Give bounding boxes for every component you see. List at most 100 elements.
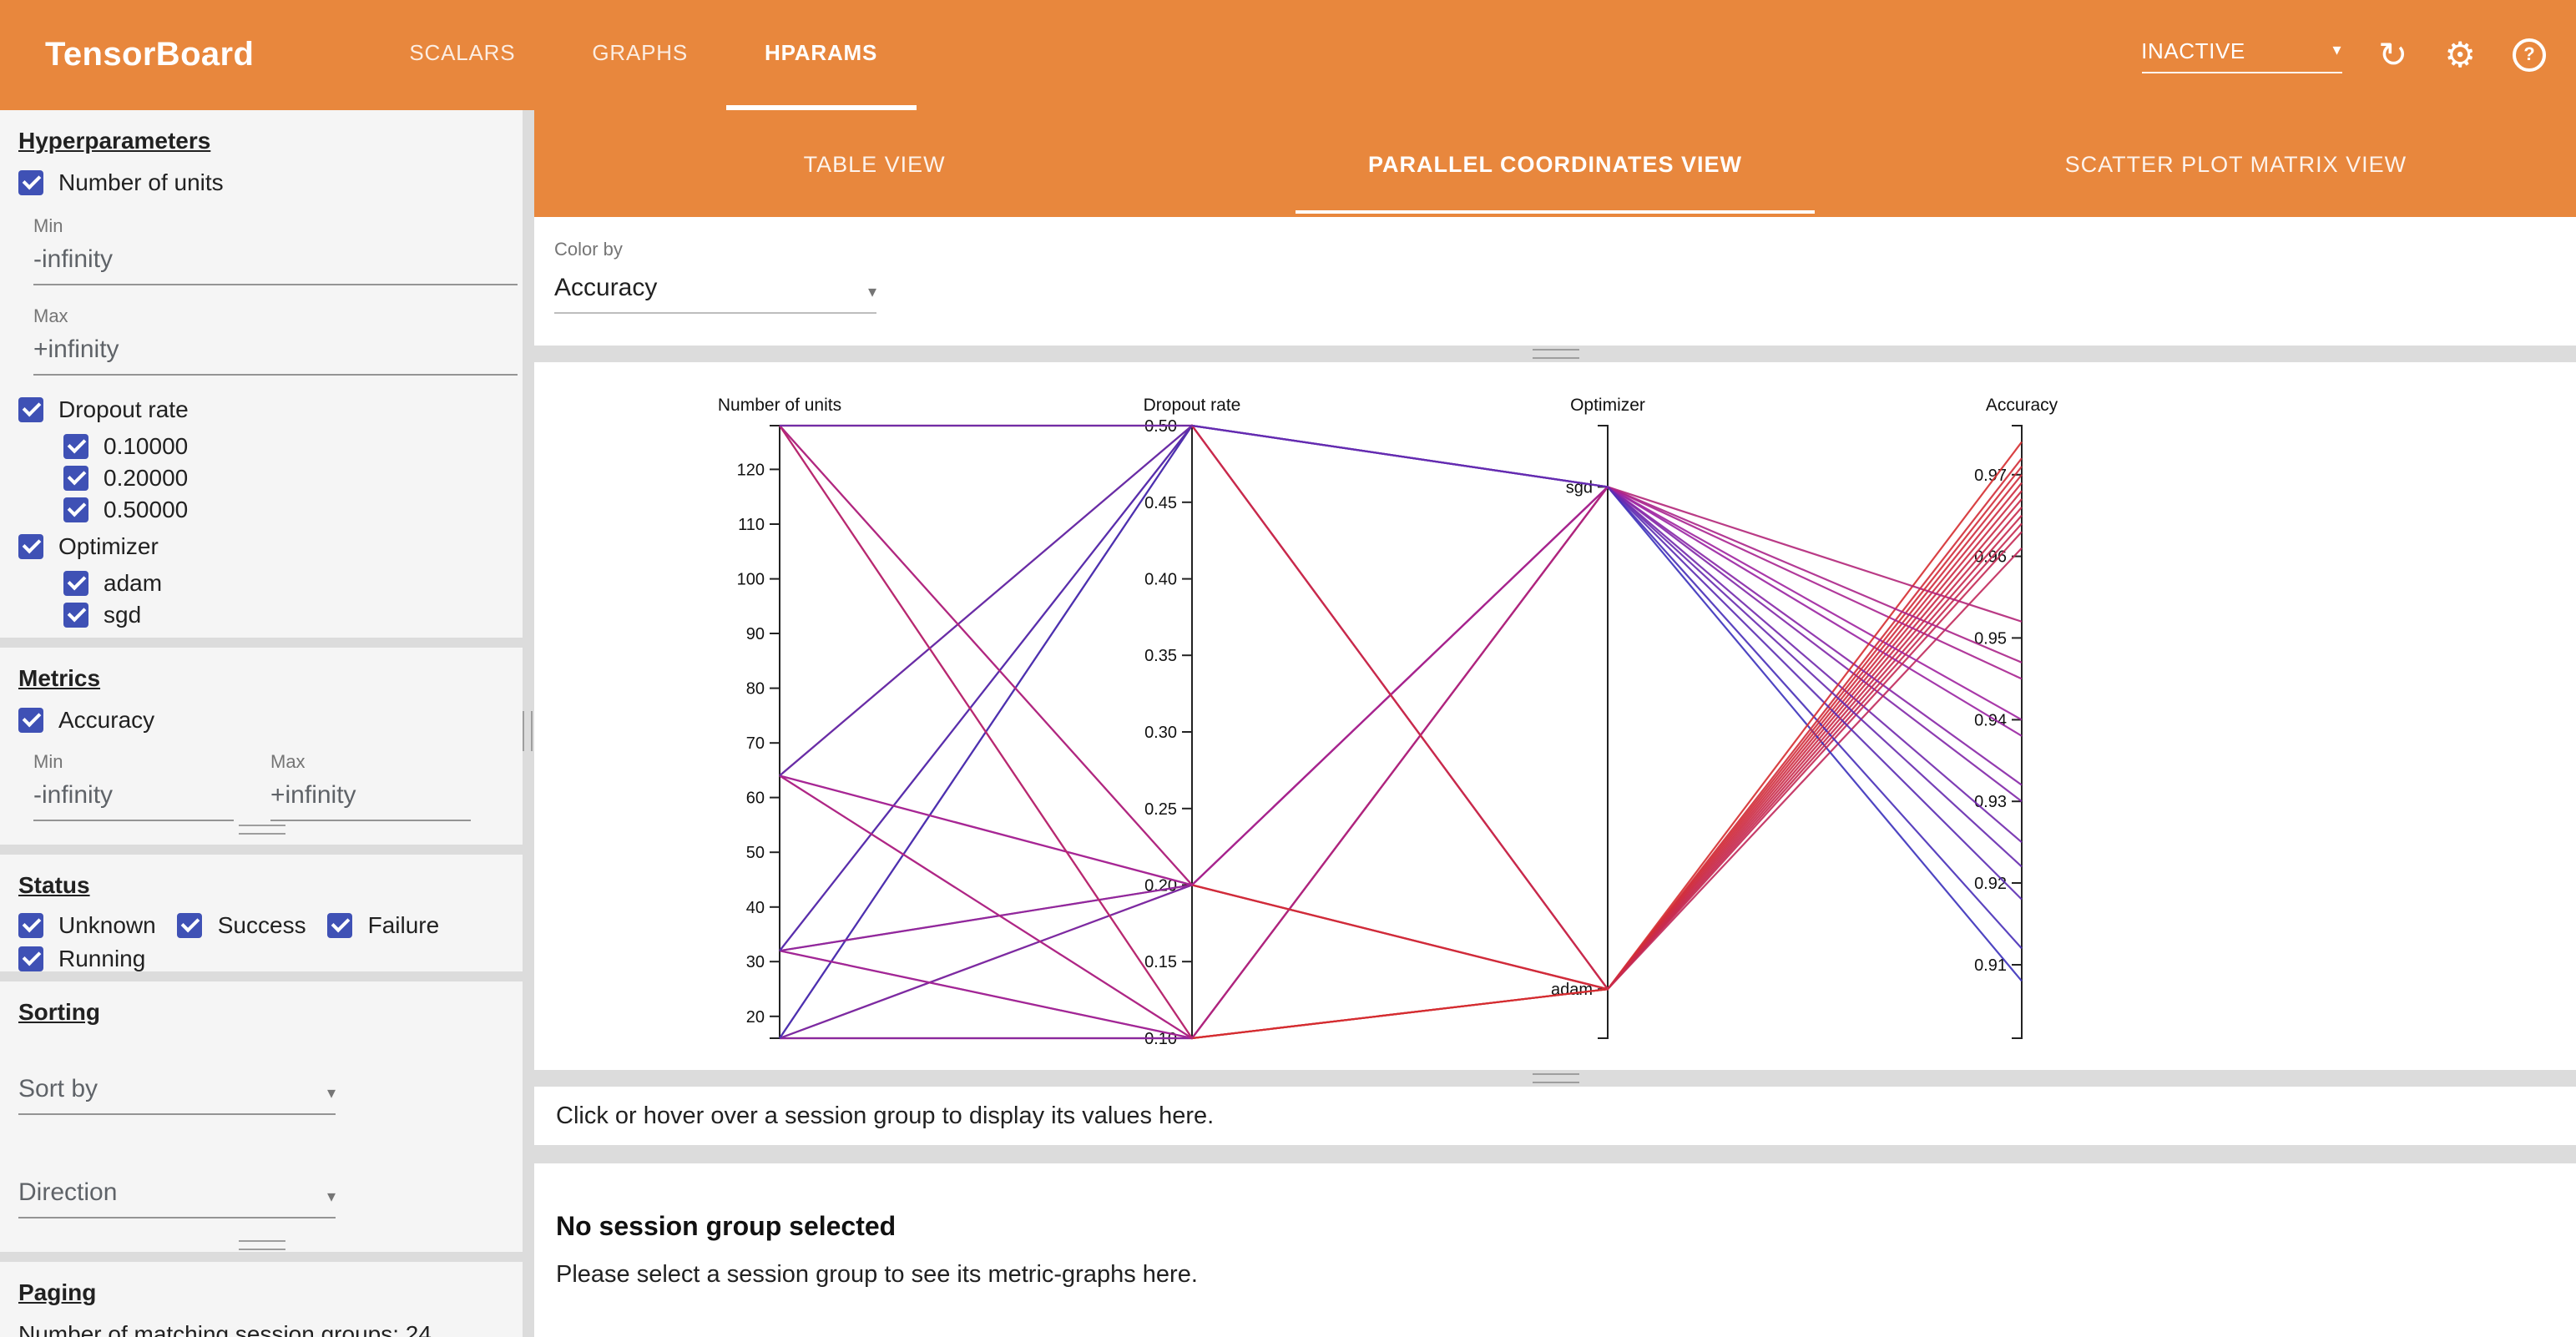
checkbox-label: 0.50000 [104,496,189,522]
main-content: TABLE VIEW PARALLEL COORDINATES VIEW SCA… [534,110,2576,1337]
hyperparameters-heading: Hyperparameters [18,127,211,154]
svg-text:Accuracy: Accuracy [1986,396,2058,415]
svg-text:0.93: 0.93 [1974,793,2007,811]
checkbox-icon [177,912,203,937]
section-divider [534,346,2576,362]
svg-text:70: 70 [746,734,765,753]
svg-text:Dropout rate: Dropout rate [1144,396,1241,415]
units-max-input[interactable]: +infinity [33,327,518,376]
tab-scalars[interactable]: SCALARS [409,40,516,65]
parallel-coordinates-plot[interactable]: Number of units 120 110 100 90 80 70 60 50 40 30 20… [534,362,2576,1070]
chevron-down-icon: ▾ [2332,41,2342,59]
checkbox-dropout-rate[interactable]: Dropout rate [18,396,504,422]
checkbox-label: Failure [367,911,440,938]
checkbox-dropout-050[interactable]: 0.50000 [63,496,504,522]
status-heading: Status [18,871,90,898]
checkbox-label: Unknown [58,911,156,938]
metrics-min-label: Min [33,753,63,773]
checkbox-icon [18,707,43,732]
checkbox-label: Accuracy [58,706,155,733]
colorby-dropdown[interactable]: Accuracy ▾ [554,260,876,314]
svg-text:80: 80 [746,680,765,699]
checkbox-dropout-010[interactable]: 0.10000 [63,432,504,459]
checkbox-icon [63,602,88,627]
checkbox-label: Optimizer [58,532,159,559]
sidebar-resize-handle[interactable] [523,711,533,751]
units-max-label: Max [33,307,68,327]
checkbox-status-success[interactable]: Success [177,911,306,938]
checkbox-number-of-units[interactable]: Number of units [18,169,504,195]
checkbox-label: 0.20000 [104,464,189,491]
svg-text:0.35: 0.35 [1144,647,1177,665]
checkbox-optimizer-adam[interactable]: adam [63,569,504,596]
svg-text:110: 110 [738,516,765,534]
header-tabs: SCALARS GRAPHS HPARAMS [371,0,917,110]
tab-hparams[interactable]: HPARAMS [726,0,917,110]
sidebar: Hyperparameters Number of units Min -inf… [0,110,523,1337]
tab-graphs[interactable]: GRAPHS [592,40,688,65]
refresh-icon[interactable]: ↻ [2378,36,2408,74]
checkbox-icon [18,912,43,937]
checkbox-status-unknown[interactable]: Unknown [18,911,156,938]
svg-text:0.92: 0.92 [1974,875,2007,893]
metrics-section: Metrics Accuracy Min -infinity Max +infi… [0,648,523,845]
checkbox-icon [18,946,43,971]
checkbox-dropout-020[interactable]: 0.20000 [63,464,504,491]
sort-by-value: Sort by [18,1075,98,1103]
svg-text:0.95: 0.95 [1974,629,2007,648]
svg-text:0.40: 0.40 [1144,571,1177,589]
direction-dropdown[interactable]: Direction ▾ [18,1178,336,1218]
svg-text:100: 100 [737,571,765,589]
svg-text:0.25: 0.25 [1144,800,1177,819]
checkbox-icon [63,570,88,595]
colorby-label: Color by [554,240,623,260]
section-divider [534,1070,2576,1087]
svg-text:Optimizer: Optimizer [1570,396,1645,415]
units-min-input[interactable]: -infinity [33,237,518,285]
chevron-down-icon: ▾ [867,284,876,302]
reload-status-value: INACTIVE [2141,38,2245,63]
checkbox-icon [63,497,88,522]
checkbox-accuracy[interactable]: Accuracy [18,706,504,733]
checkbox-label: Dropout rate [58,396,189,422]
checkbox-icon [18,169,43,194]
help-icon[interactable]: ? [2513,38,2546,72]
paging-section: Paging Number of matching session groups… [0,1262,523,1337]
checkbox-label: Running [58,945,146,971]
checkbox-optimizer-sgd[interactable]: sgd [63,601,504,628]
hover-message: Click or hover over a session group to d… [556,1102,1215,1129]
svg-text:0.91: 0.91 [1974,956,2007,975]
checkbox-icon [18,533,43,558]
svg-text:60: 60 [746,790,765,808]
tab-scatter-plot-matrix-view[interactable]: SCATTER PLOT MATRIX VIEW [2064,151,2407,176]
tab-parallel-coordinates-view[interactable]: PARALLEL COORDINATES VIEW [1215,110,1895,217]
metrics-max-label: Max [270,753,306,773]
checkbox-optimizer[interactable]: Optimizer [18,532,504,559]
checkbox-label: Success [217,911,306,938]
svg-text:0.97: 0.97 [1974,467,2007,485]
metrics-max-input[interactable]: +infinity [270,773,471,821]
sorting-heading: Sorting [18,998,100,1025]
plot-resize-handle[interactable] [1532,1073,1578,1083]
colorby-section: Color by Accuracy ▾ [534,217,2576,346]
svg-text:40: 40 [746,899,765,917]
sort-by-dropdown[interactable]: Sort by ▾ [18,1075,336,1115]
svg-text:0.30: 0.30 [1144,724,1177,742]
tab-table-view[interactable]: TABLE VIEW [803,151,946,176]
status-section: Status Unknown Success Failure [0,855,523,971]
checkbox-status-failure[interactable]: Failure [327,911,440,938]
plot-resize-handle[interactable] [1532,349,1578,359]
checkbox-status-running[interactable]: Running [18,945,145,971]
svg-text:50: 50 [746,844,765,862]
svg-text:Number of units: Number of units [718,396,841,415]
metrics-min-input[interactable]: -infinity [33,773,234,821]
gear-icon[interactable]: ⚙ [2444,36,2476,74]
checkbox-label: 0.10000 [104,432,189,459]
plot-section: Number of units 120 110 100 90 80 70 60 50 40 30 20… [534,362,2576,1070]
svg-text:20: 20 [746,1008,765,1027]
section-resize-handle[interactable] [238,1240,285,1250]
paging-summary: Number of matching session groups: 24 [18,1320,432,1337]
section-resize-handle[interactable] [238,825,285,835]
svg-text:120: 120 [737,461,765,479]
reload-status-dropdown[interactable]: INACTIVE ▾ [2141,38,2342,73]
